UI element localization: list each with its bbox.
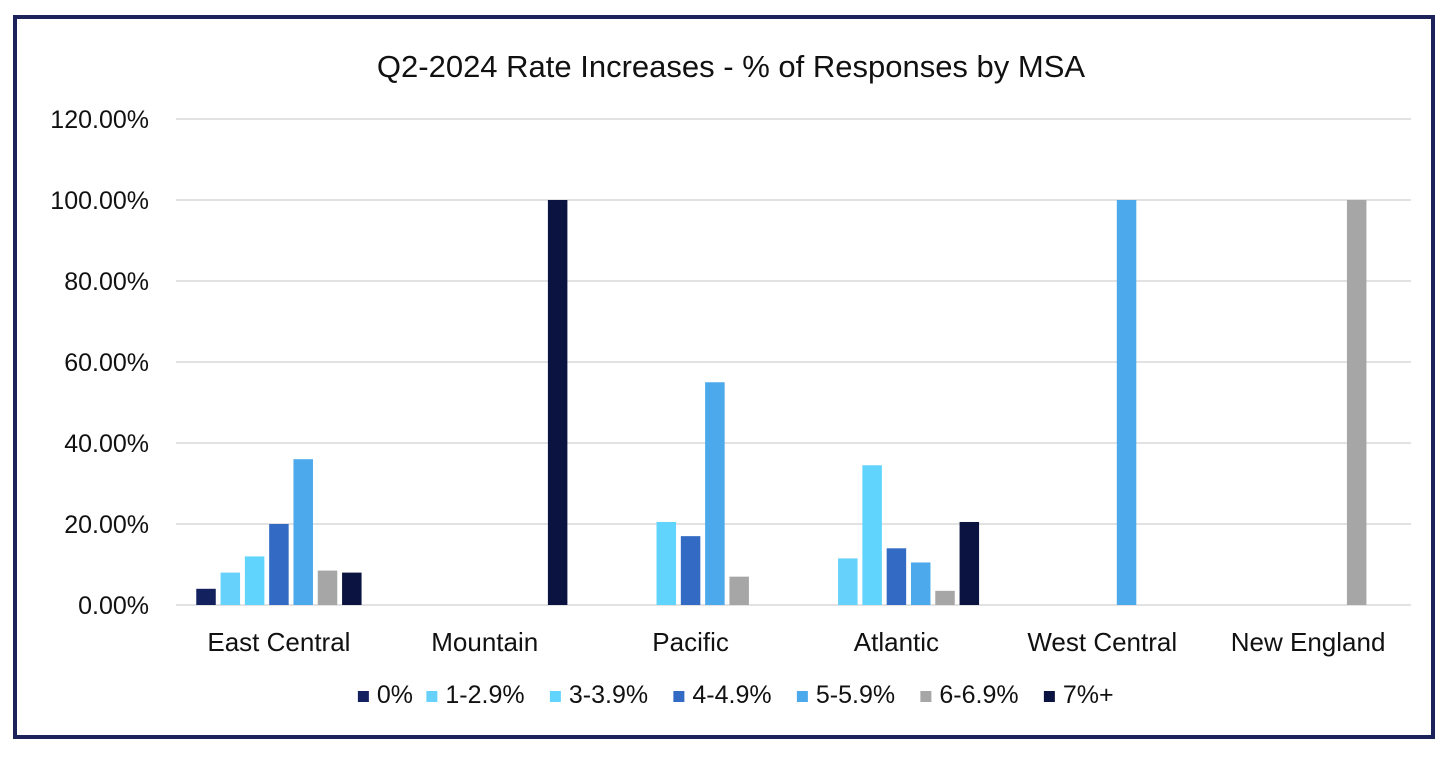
legend-swatch <box>426 691 438 702</box>
x-tick-label: New England <box>1231 627 1386 657</box>
bar-pacific-3-3.9% <box>656 521 677 605</box>
legend-label: 3-3.9% <box>569 681 648 709</box>
x-tick-label: Pacific <box>652 627 729 657</box>
bar-atlantic-3-3.9% <box>862 465 882 605</box>
bar-atlantic-4-4.9% <box>886 548 907 605</box>
bar-pacific-6-6.9% <box>729 576 749 605</box>
legend-label: 7%+ <box>1063 681 1114 709</box>
legend-item: 5-5.9% <box>796 681 895 709</box>
y-tick-label: 40.00% <box>64 430 149 458</box>
legend-label: 6-6.9% <box>939 681 1018 709</box>
chart-svg: Q2-2024 Rate Increases - % of Responses … <box>50 49 1411 709</box>
bar-east-central-6-6.9% <box>317 570 338 605</box>
legend-item: 3-3.9% <box>549 681 648 709</box>
legend-swatch <box>549 691 561 702</box>
legend-swatch <box>920 691 932 702</box>
bar-atlantic-6-6.9% <box>935 590 955 605</box>
bar-east-central-5-5.9% <box>293 459 313 605</box>
bar-mountain-7%+ <box>547 200 568 605</box>
bar-east-central-4-4.9% <box>269 524 289 605</box>
x-tick-label: West Central <box>1027 627 1177 657</box>
bar-east-central-7%+ <box>342 572 362 605</box>
x-tick-label: Atlantic <box>854 627 939 657</box>
y-tick-label: 100.00% <box>50 187 149 215</box>
y-tick-label: 20.00% <box>64 511 149 539</box>
bar-east-central-3-3.9% <box>244 556 265 605</box>
legend-item: 0% <box>357 681 413 709</box>
legend-item: 6-6.9% <box>920 681 1019 709</box>
legend-swatch <box>796 691 808 702</box>
bar-east-central-0% <box>196 588 216 605</box>
bar-atlantic-5-5.9% <box>910 562 931 605</box>
legend-item: 7%+ <box>1043 681 1114 709</box>
y-axis-tick-labels: 0.00% 20.00% 40.00% 60.00% 80.00% 100.00% 120.… <box>50 106 149 620</box>
bar-pacific-5-5.9% <box>705 382 725 605</box>
legend-item: 4-4.9% <box>673 681 772 709</box>
legend-label: 1-2.9% <box>445 681 524 709</box>
x-axis-tick-labels: East Central Mountain Pacific Atlantic West … <box>207 627 1385 657</box>
bar-atlantic-7%+ <box>959 521 980 605</box>
legend: 0% 1-2.9% 3-3.9% 4-4.9% 5-5.9% 6-6.9% 7%+ <box>357 681 1114 709</box>
y-tick-label: 80.00% <box>64 268 149 296</box>
bar-atlantic-1-2.9% <box>838 558 858 605</box>
legend-label: 5-5.9% <box>816 681 895 709</box>
y-tick-label: 60.00% <box>64 349 149 377</box>
chart-frame: Q2-2024 Rate Increases - % of Responses … <box>13 15 1435 739</box>
x-tick-label: Mountain <box>431 627 538 657</box>
bar-east-central-1-2.9% <box>220 572 241 605</box>
gridlines <box>176 118 1411 606</box>
bars <box>196 200 1367 605</box>
legend-swatch <box>673 691 685 702</box>
bar-pacific-4-4.9% <box>680 536 701 605</box>
bar-new-england-6-6.9% <box>1346 200 1367 605</box>
bar-west-central-5-5.9% <box>1116 200 1137 605</box>
y-tick-label: 0.00% <box>78 592 149 620</box>
x-tick-label: East Central <box>207 627 350 657</box>
legend-swatch <box>357 691 369 702</box>
chart-title: Q2-2024 Rate Increases - % of Responses … <box>377 49 1085 84</box>
legend-label: 0% <box>377 681 413 709</box>
legend-swatch <box>1043 691 1055 702</box>
y-tick-label: 120.00% <box>50 106 149 134</box>
legend-label: 4-4.9% <box>692 681 771 709</box>
legend-item: 1-2.9% <box>426 681 525 709</box>
